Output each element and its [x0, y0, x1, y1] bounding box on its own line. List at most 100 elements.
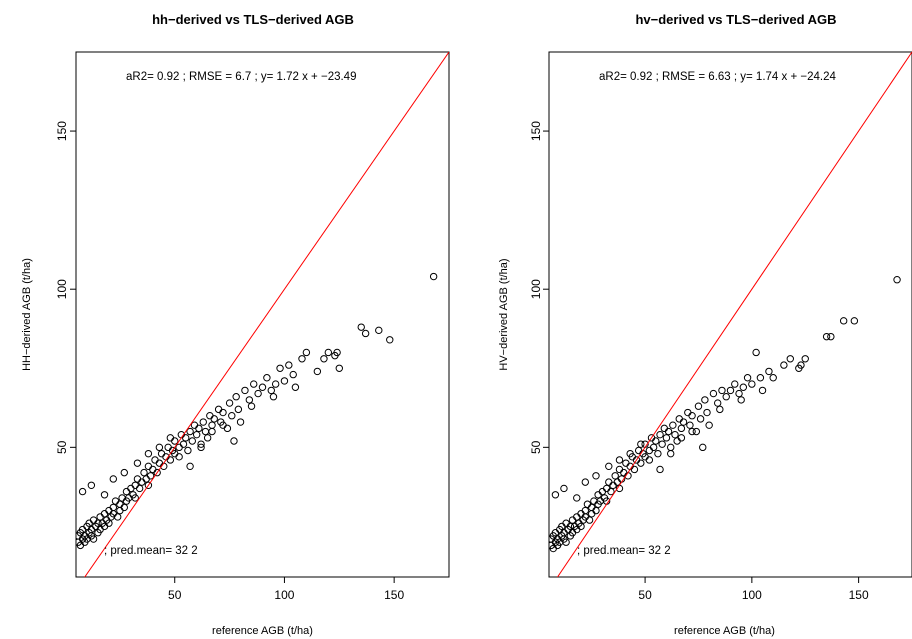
data-point	[96, 513, 104, 521]
data-point	[320, 355, 328, 363]
data-point	[615, 465, 624, 474]
data-point	[94, 519, 102, 527]
data-point	[258, 383, 267, 391]
data-point	[562, 519, 570, 527]
data-point	[705, 421, 713, 429]
data-point	[247, 402, 256, 410]
data-point	[694, 402, 703, 410]
data-point	[192, 430, 201, 439]
data-point	[386, 336, 394, 344]
data-point	[649, 443, 658, 452]
data-point	[291, 383, 300, 391]
data-point	[701, 396, 709, 404]
data-point	[573, 513, 581, 521]
data-point	[667, 449, 675, 458]
data-point	[127, 484, 135, 493]
data-point	[622, 459, 630, 467]
data-point	[120, 503, 128, 512]
data-point	[722, 393, 730, 401]
data-point	[208, 421, 216, 429]
data-point	[225, 399, 234, 407]
data-point	[801, 355, 809, 363]
data-point	[118, 494, 126, 502]
data-point	[607, 487, 615, 496]
data-point	[105, 519, 113, 527]
data-point	[236, 418, 245, 426]
one-to-one-line	[556, 52, 912, 577]
data-point	[241, 386, 249, 395]
data-point	[752, 348, 760, 357]
data-point	[195, 424, 203, 433]
data-point	[324, 348, 333, 357]
data-point	[686, 421, 694, 429]
data-point	[208, 427, 216, 436]
data-point	[155, 443, 164, 452]
data-point	[146, 472, 155, 480]
data-point	[357, 323, 365, 331]
data-point	[157, 449, 166, 458]
data-point	[658, 440, 666, 448]
data-point	[186, 427, 194, 436]
data-point	[716, 405, 724, 414]
data-point	[210, 415, 218, 423]
data-point	[585, 516, 594, 524]
data-point	[361, 329, 370, 338]
data-point	[551, 491, 560, 499]
data-point	[245, 396, 254, 404]
data-point	[206, 412, 214, 420]
data-point	[656, 430, 664, 439]
data-point	[89, 535, 98, 543]
data-point	[713, 399, 722, 407]
y-tick-label: 50	[55, 440, 69, 454]
data-point	[735, 389, 743, 398]
data-point	[645, 446, 654, 455]
data-point	[630, 465, 639, 474]
data-point	[583, 500, 592, 508]
data-point	[164, 443, 172, 452]
x-tick-label: 50	[168, 588, 182, 602]
data-point	[186, 462, 194, 471]
plot-frame	[75, 51, 450, 578]
data-point	[105, 506, 113, 515]
data-point	[214, 405, 223, 414]
data-point	[602, 484, 611, 493]
data-point	[232, 393, 240, 401]
data-point	[182, 434, 190, 442]
data-point	[769, 374, 777, 382]
data-point	[615, 456, 624, 464]
data-point	[144, 449, 153, 458]
x-tick-label: 50	[638, 588, 652, 602]
data-point	[188, 437, 196, 445]
data-point	[609, 481, 617, 489]
one-to-one-line	[84, 52, 449, 577]
stats-annotation: aR2= 0.92 ; RMSE = 6.7 ; y= 1.72 x + −23…	[126, 71, 356, 83]
data-point	[89, 516, 98, 524]
y-tick-label: 50	[529, 440, 543, 454]
data-point	[109, 503, 118, 512]
x-tick-label: 100	[742, 588, 762, 602]
data-point	[709, 389, 718, 398]
data-point	[677, 424, 686, 433]
data-point	[269, 393, 278, 401]
data-point	[276, 364, 284, 372]
data-point	[688, 427, 696, 436]
plot-frame	[548, 51, 912, 578]
data-point	[280, 377, 289, 385]
data-point	[228, 412, 236, 420]
data-point	[703, 408, 711, 417]
data-point	[594, 491, 602, 499]
data-point	[135, 484, 144, 493]
data-point	[839, 317, 848, 325]
data-point	[611, 472, 619, 480]
plot-area	[76, 52, 449, 577]
data-point	[166, 434, 175, 442]
data-point	[684, 408, 692, 417]
data-point	[142, 475, 150, 483]
data-point	[116, 506, 124, 515]
data-point	[652, 437, 660, 445]
data-point	[429, 272, 438, 281]
data-point	[87, 481, 96, 489]
data-point	[120, 468, 128, 477]
data-point	[718, 386, 726, 395]
